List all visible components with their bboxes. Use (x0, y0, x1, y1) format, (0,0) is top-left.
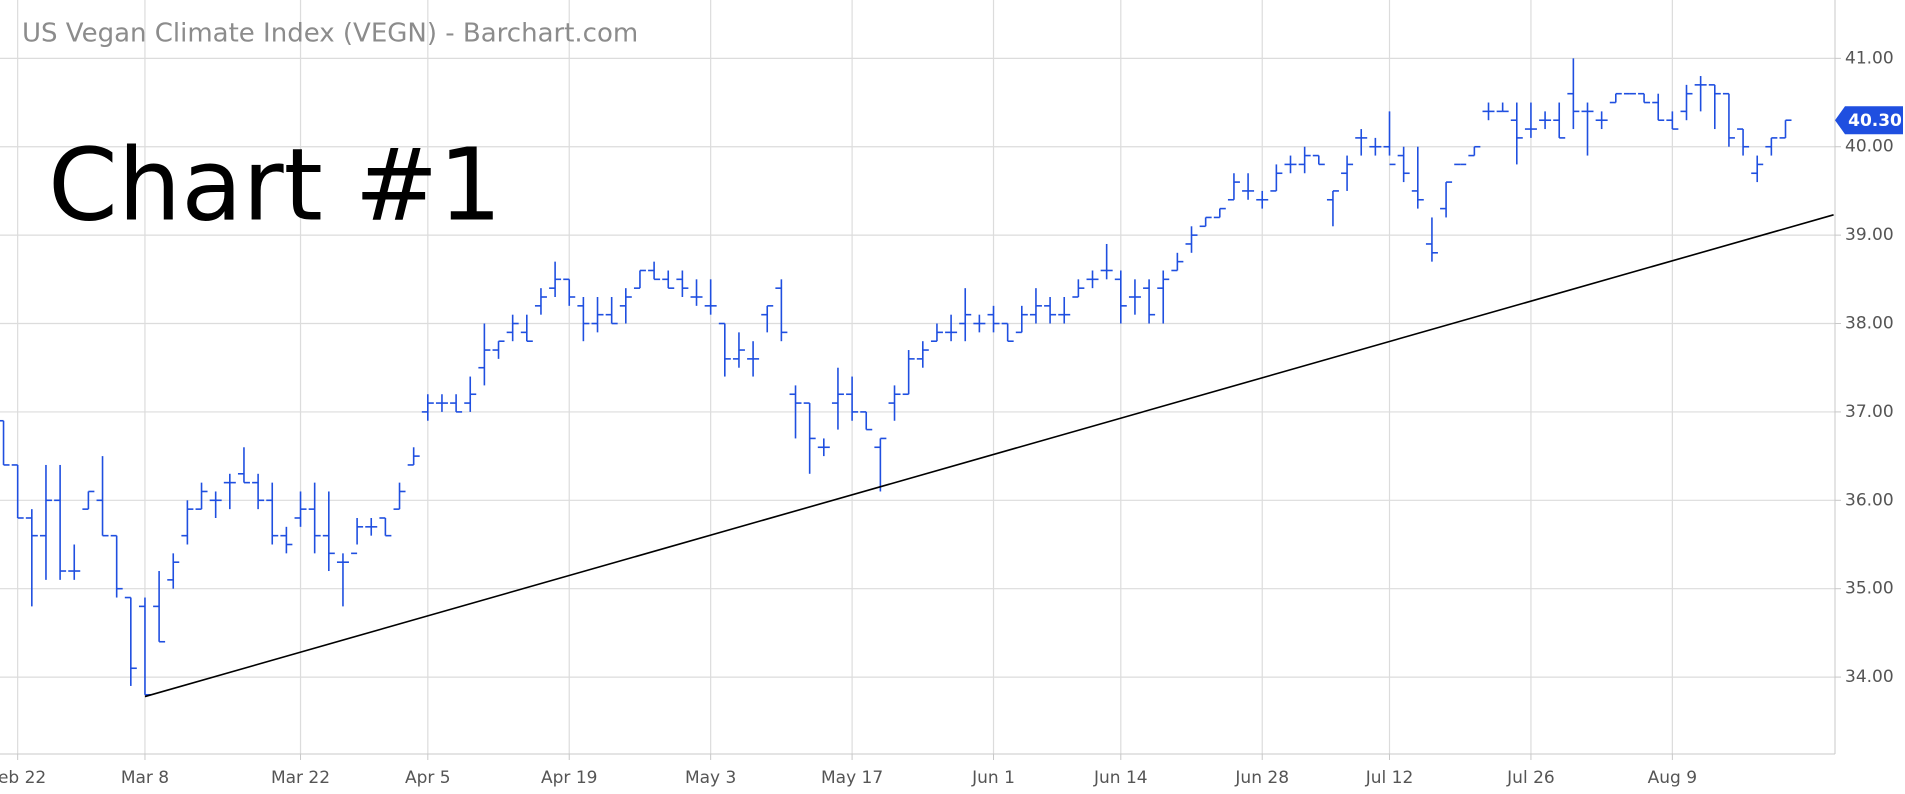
chart-title: US Vegan Climate Index (VEGN) - Barchart… (22, 19, 638, 49)
y-tick-label: 37.00 (1845, 402, 1894, 422)
x-tick-label: Feb 22 (0, 768, 46, 788)
annotation: Chart #1 (48, 126, 502, 243)
x-tick-label: Mar 22 (271, 768, 330, 788)
x-tick-label: Jun 14 (1093, 768, 1148, 788)
x-tick-label: Jun 28 (1234, 768, 1289, 788)
y-tick-label: 38.00 (1845, 314, 1894, 334)
y-tick-label: 41.00 (1845, 48, 1894, 68)
y-tick-label: 35.00 (1845, 579, 1894, 599)
plot-area (0, 0, 1835, 754)
x-tick-label: Jul 12 (1365, 768, 1414, 788)
y-tick-label: 34.00 (1845, 667, 1894, 687)
y-tick-label: 36.00 (1845, 490, 1894, 510)
y-tick-label: 39.00 (1845, 225, 1894, 245)
last-price-label: 40.30 (1848, 111, 1902, 131)
x-tick-label: Aug 9 (1648, 768, 1697, 788)
y-tick-label: 40.00 (1845, 137, 1894, 157)
x-tick-label: Jul 26 (1506, 768, 1555, 788)
last-price-marker (1835, 106, 1903, 135)
x-tick-label: May 17 (821, 768, 883, 788)
x-tick-label: Mar 8 (121, 768, 169, 788)
x-tick-label: Apr 19 (541, 768, 597, 788)
x-tick-label: Jun 1 (971, 768, 1015, 788)
x-tick-label: Apr 5 (405, 768, 451, 788)
x-tick-label: May 3 (685, 768, 736, 788)
trendline (144, 214, 1834, 698)
